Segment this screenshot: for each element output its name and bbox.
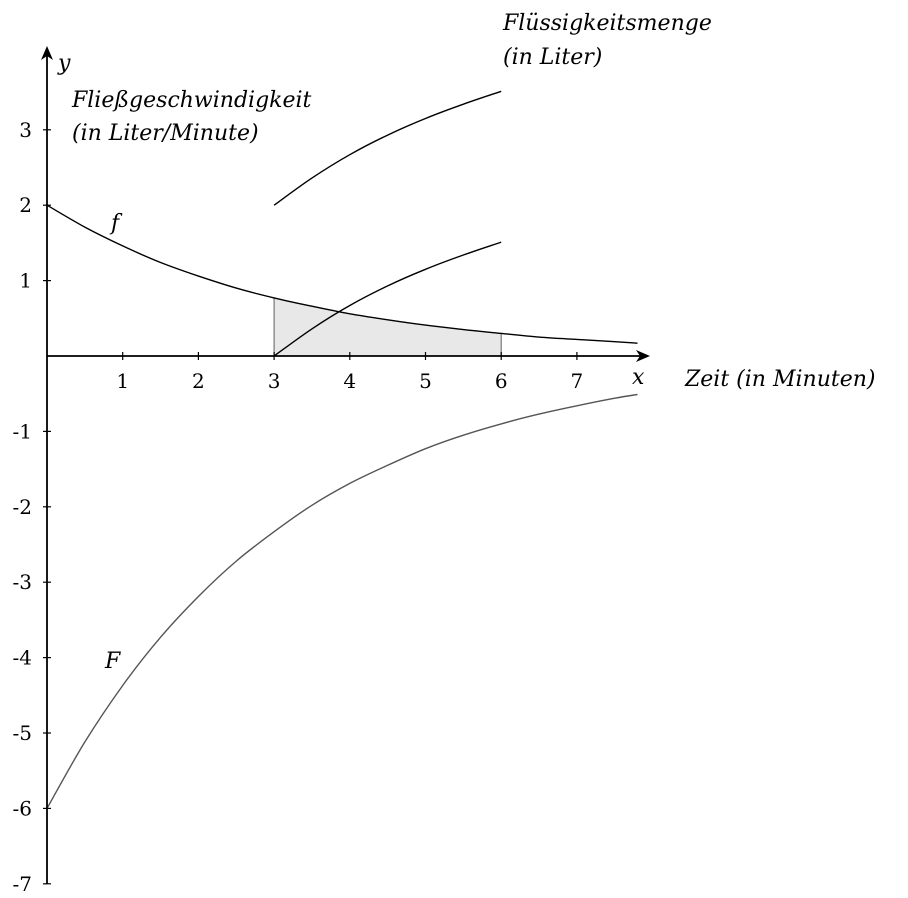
y-tick-label--7: -7 bbox=[13, 872, 32, 896]
series-label-F: F bbox=[104, 649, 121, 674]
amount-caption-line2: (in Liter) bbox=[503, 45, 602, 70]
y-tick-label--3: -3 bbox=[13, 570, 32, 594]
curve-amount-upper bbox=[273, 90, 502, 206]
x-axis-label: x bbox=[632, 365, 645, 390]
amount-caption-line1: Flüssigkeitsmenge bbox=[502, 11, 712, 36]
rate-caption-line2: (in Liter/Minute) bbox=[72, 121, 259, 146]
curve-layer bbox=[46, 90, 638, 809]
series-label-f: f bbox=[109, 211, 123, 236]
y-tick-label--5: -5 bbox=[13, 721, 32, 745]
y-tick-label--6: -6 bbox=[13, 796, 32, 820]
x-tick-label-2: 2 bbox=[192, 369, 205, 393]
y-tick-label-3: 3 bbox=[19, 118, 32, 142]
x-tick-label-4: 4 bbox=[343, 369, 356, 393]
x-tick-label-5: 5 bbox=[419, 369, 432, 393]
y-tick-label-1: 1 bbox=[19, 269, 32, 293]
x-tick-label-6: 6 bbox=[495, 369, 508, 393]
tick-layer: 1 2 3 4 5 6 7 3 2 1 -1 -2 -3 -4 -5 -6 -7 bbox=[13, 118, 584, 896]
shaded-area bbox=[274, 297, 502, 356]
y-tick-label-2: 2 bbox=[19, 193, 32, 217]
axis-layer bbox=[41, 46, 650, 884]
y-tick-label--2: -2 bbox=[13, 495, 32, 519]
shade-layer bbox=[273, 297, 502, 356]
y-axis-label: y bbox=[57, 51, 71, 76]
curve-f bbox=[46, 204, 638, 344]
curve-amount-lower bbox=[273, 241, 502, 357]
x-tick-label-1: 1 bbox=[116, 369, 129, 393]
curve-F bbox=[46, 393, 638, 809]
y-tick-label--1: -1 bbox=[13, 419, 32, 443]
y-axis-arrow bbox=[41, 46, 53, 60]
y-tick-label--4: -4 bbox=[13, 646, 32, 670]
x-axis-caption: Zeit (in Minuten) bbox=[684, 367, 875, 392]
rate-caption-line1: Fließgeschwindigkeit bbox=[71, 88, 312, 113]
x-tick-label-3: 3 bbox=[268, 369, 281, 393]
x-tick-label-7: 7 bbox=[571, 369, 584, 393]
x-axis-arrow bbox=[636, 350, 650, 362]
